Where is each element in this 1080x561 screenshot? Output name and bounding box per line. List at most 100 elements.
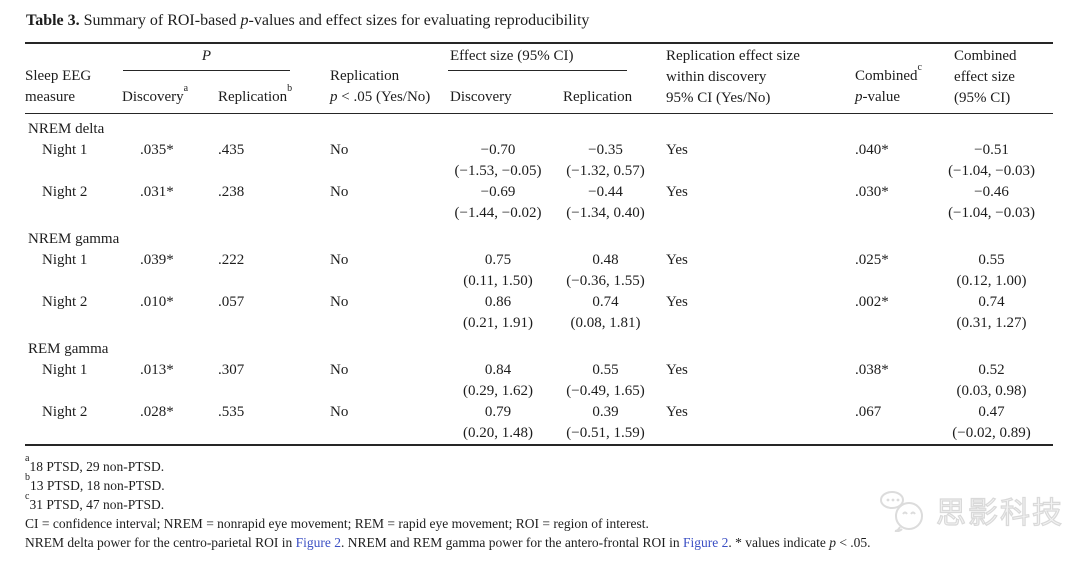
cell-night: Night 1 — [42, 141, 88, 158]
header-p-spanner: P — [118, 43, 325, 83]
fig-line-t4: < .05. — [835, 534, 871, 550]
cell-es-replication: 0.55 (−0.49, 1.65) — [553, 360, 658, 402]
cell-es-discovery: 0.86 (0.21, 1.91) — [443, 292, 553, 334]
header-p-discovery: Discoverya — [118, 83, 215, 113]
watermark-text: 思影科技 — [935, 495, 1064, 531]
cell-es-replication: 0.39 (−0.51, 1.59) — [553, 402, 658, 445]
fig-line-t3: . * values indicate — [728, 534, 830, 550]
cell-p-replication: .222 — [218, 251, 245, 268]
cell-replication-sig: No — [330, 403, 349, 420]
footnote-b: b13 PTSD, 18 non-PTSD. — [25, 473, 1053, 495]
cell-within-ci: Yes — [666, 141, 688, 158]
figure-2-link[interactable]: Figure 2 — [682, 534, 729, 550]
table-row: Night 1 .035* .435 No −0.70 (−1.53, −0.0… — [25, 140, 1053, 182]
title-text-pre: Summary of ROI-based — [79, 12, 241, 29]
es-value: 0.47 — [978, 403, 1005, 420]
results-table: Sleep EEG measure P Replication p < .05 … — [25, 42, 1054, 446]
cell-night: Night 1 — [42, 361, 88, 378]
es-value: −0.51 — [974, 141, 1009, 158]
cell-p-discovery: .010* — [140, 293, 174, 310]
header-p-replication: Replicationb — [215, 83, 325, 113]
fig-line-t1: NREM delta power for the centro-parietal… — [25, 534, 296, 550]
es-value: 0.52 — [978, 361, 1005, 378]
title-text-post: -values and effect sizes for evaluating … — [248, 12, 590, 29]
section-row-rem-gamma: REM gamma — [25, 334, 1053, 360]
es-value: −0.69 — [480, 183, 516, 200]
footnote-abbreviations: CI = confidence interval; NREM = nonrapi… — [25, 515, 649, 531]
es-ci: (0.29, 1.62) — [463, 382, 534, 399]
effect-size-spanner-label: Effect size (95% CI) — [448, 46, 628, 71]
es-value: 0.55 — [592, 361, 619, 378]
es-value: 0.86 — [484, 293, 512, 310]
figure-2-link[interactable]: Figure 2 — [295, 534, 342, 550]
combined-line2: p-value — [855, 87, 930, 108]
cell-combined-p: .038* — [855, 361, 889, 378]
es-value: −0.44 — [588, 183, 623, 200]
footnote-c: c31 PTSD, 47 non-PTSD. — [25, 492, 1053, 514]
es-ci: (0.08, 1.81) — [570, 314, 641, 331]
cell-combined-es: −0.46 (−1.04, −0.03) — [930, 182, 1053, 224]
cell-replication-sig: No — [330, 183, 349, 200]
cell-combined-es: 0.52 (0.03, 0.98) — [930, 360, 1053, 402]
cell-combined-p: .002* — [855, 293, 889, 310]
table-row: Night 2 .031* .238 No −0.69 (−1.44, −0.0… — [25, 182, 1053, 224]
rep-sig-line1: Replication — [330, 67, 400, 84]
cell-p-discovery: .039* — [140, 251, 174, 268]
header-replication-significance: Replication p < .05 (Yes/No) — [325, 43, 443, 113]
combined-es-line3: (95% CI) — [954, 90, 1011, 106]
footnote-figure-line: NREM delta power for the centro-parietal… — [25, 533, 1053, 552]
cell-replication-sig: No — [330, 251, 349, 268]
cell-p-discovery: .028* — [140, 403, 174, 420]
section-label: NREM gamma — [28, 230, 120, 247]
cell-p-replication: .535 — [218, 403, 245, 420]
within-line1: Replication effect size — [666, 48, 800, 64]
cell-within-ci: Yes — [666, 251, 688, 268]
fig-line-italic-p: p — [829, 534, 836, 550]
cell-within-ci: Yes — [666, 183, 688, 200]
es-value: 0.39 — [592, 403, 619, 420]
header-effect-size-spanner: Effect size (95% CI) — [443, 43, 658, 83]
es-value: 0.74 — [978, 293, 1005, 310]
es-ci: (−0.49, 1.65) — [566, 382, 645, 399]
header-combined-p-value: Combinedc p-value — [850, 43, 930, 113]
es-ci: (0.11, 1.50) — [463, 272, 533, 289]
replication-sup: b — [287, 82, 293, 94]
table-row: Night 1 .013* .307 No 0.84 (0.29, 1.62) … — [25, 360, 1053, 402]
header-within-discovery-ci: Replication effect size within discovery… — [658, 43, 850, 113]
table-row: Night 2 .028* .535 No 0.79 (0.20, 1.48) … — [25, 402, 1053, 445]
combined-rest: -value — [862, 88, 901, 105]
cell-p-replication: .057 — [218, 293, 245, 310]
header-measure-line1: Sleep EEG — [25, 67, 92, 84]
combined-label: Combined — [855, 67, 918, 84]
discovery-label: Discovery — [122, 88, 184, 105]
cell-within-ci: Yes — [666, 293, 688, 310]
replication-label: Replication — [218, 88, 288, 105]
es-ci: (−0.51, 1.59) — [566, 424, 645, 441]
cell-es-discovery: 0.84 (0.29, 1.62) — [443, 360, 553, 402]
cell-replication-sig: No — [330, 293, 349, 310]
cell-es-replication: −0.44 (−1.34, 0.40) — [553, 182, 658, 224]
combined-es-line2: effect size — [954, 69, 1015, 85]
within-line2: within discovery — [666, 69, 767, 85]
cell-p-replication: .307 — [218, 361, 245, 378]
watermark: 思影科技 — [878, 488, 1064, 532]
es-ci: (0.31, 1.27) — [956, 314, 1027, 331]
es-value: 0.48 — [592, 251, 619, 268]
cell-es-discovery: 0.79 (0.20, 1.48) — [443, 402, 553, 445]
es-ci: (−0.02, 0.89) — [952, 424, 1031, 441]
footnote-b-sup: b — [25, 472, 30, 483]
es-value: 0.84 — [484, 361, 512, 378]
table-row: Night 1 .039* .222 No 0.75 (0.11, 1.50) … — [25, 250, 1053, 292]
cell-night: Night 1 — [42, 251, 88, 268]
table-title: Table 3. Summary of ROI-based p-values a… — [26, 10, 1053, 32]
es-ci: (0.03, 0.98) — [956, 382, 1027, 399]
cell-combined-p: .025* — [855, 251, 889, 268]
es-value: −0.70 — [480, 141, 516, 158]
rep-sig-rest: < .05 (Yes/No) — [337, 88, 431, 105]
rep-sig-italic-p: p — [330, 88, 338, 105]
cell-combined-p: .030* — [855, 183, 889, 200]
footnote-a-text: 18 PTSD, 29 non-PTSD. — [29, 458, 165, 474]
table-row: Night 2 .010* .057 No 0.86 (0.21, 1.91) … — [25, 292, 1053, 334]
